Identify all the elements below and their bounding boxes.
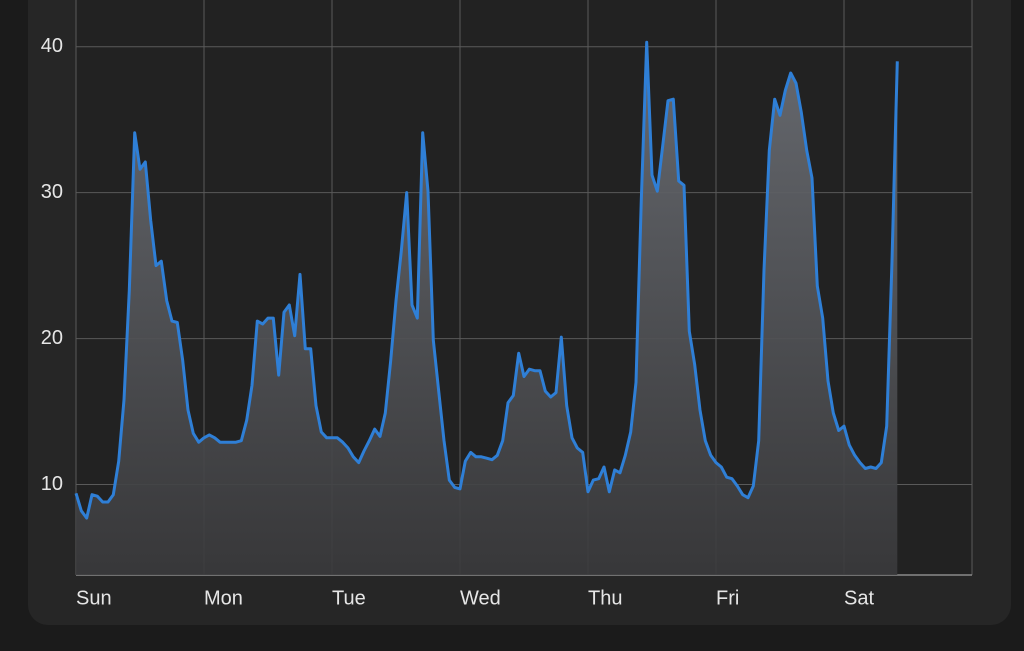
x-tick-label: Mon [204,587,243,609]
y-tick-label: 10 [41,473,63,495]
data-line [74,40,899,520]
area-fill [76,42,898,576]
y-tick-label: 30 [41,181,63,203]
y-tick-label: 40 [41,35,63,57]
x-tick-label: Thu [588,587,622,609]
x-tick-label: Sun [76,587,112,609]
y-tick-label: 20 [41,327,63,349]
x-tick-label: Sat [844,587,874,609]
x-tick-label: Fri [716,587,739,609]
x-tick-label: Tue [332,587,366,609]
x-tick-label: Wed [460,587,501,609]
